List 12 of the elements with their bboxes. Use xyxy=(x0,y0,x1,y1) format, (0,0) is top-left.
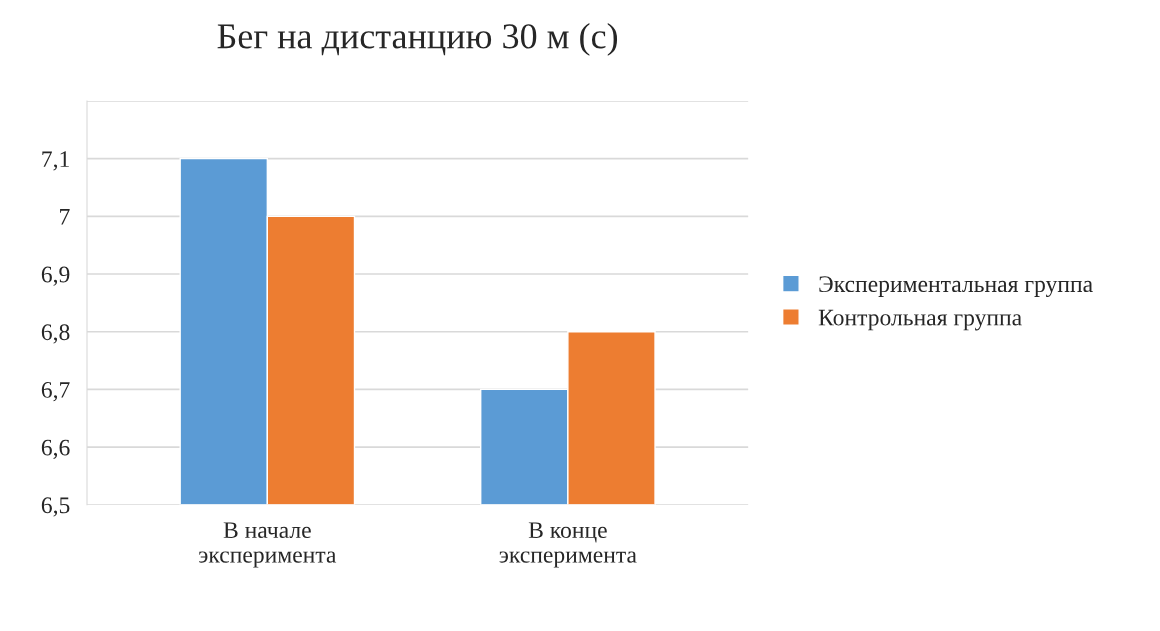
y-tick-label: 6,8 xyxy=(41,324,70,344)
x-tick-label: В конце эксперимента xyxy=(499,522,637,568)
y-tick-label: 6,6 xyxy=(41,439,70,459)
y-tick-label: 7 xyxy=(60,209,70,225)
legend-label: Экспериментальная группа xyxy=(819,276,1093,297)
x-tick-label: В начале эксперимента xyxy=(199,522,337,568)
y-tick-label: 6,9 xyxy=(41,266,70,286)
chart-title: Бег на дистанцию 30 м (с) xyxy=(217,23,618,56)
y-tick-label: 7,1 xyxy=(42,151,69,171)
legend-label: Контрольная группа xyxy=(818,309,1022,331)
y-tick-label: 6,5 xyxy=(41,497,70,517)
y-tick-label: 6,7 xyxy=(41,381,70,402)
